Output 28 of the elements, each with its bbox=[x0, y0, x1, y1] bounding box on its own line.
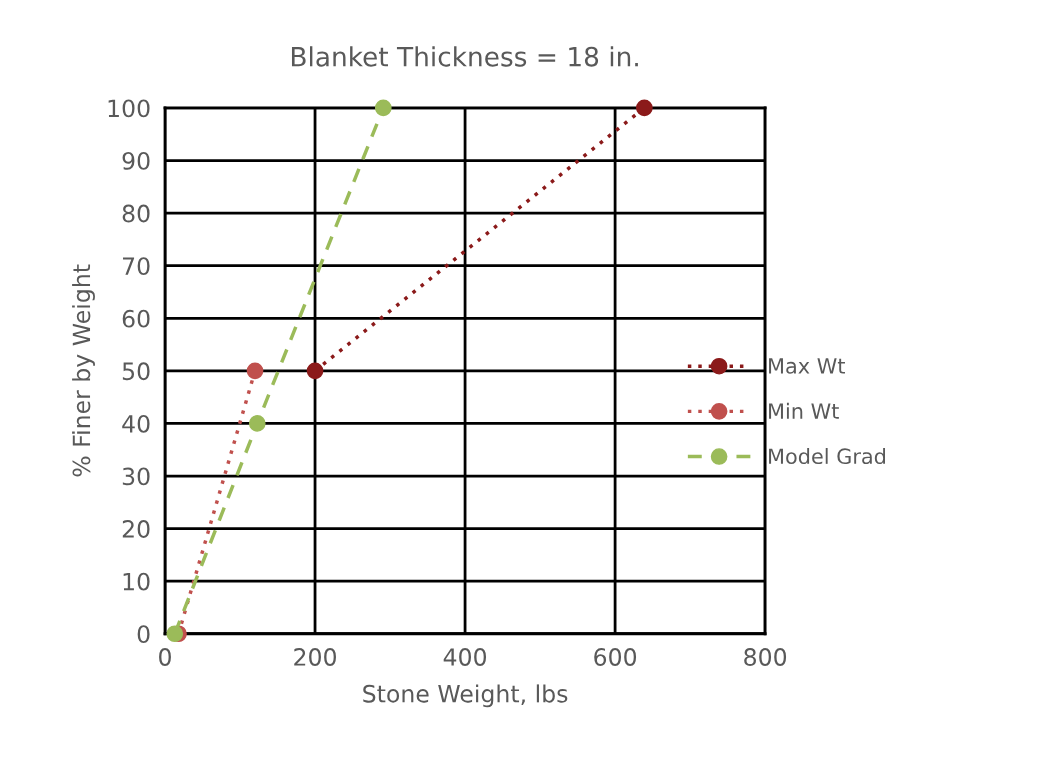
x-tick-label: 400 bbox=[443, 648, 487, 666]
legend-label: Min Wt bbox=[769, 402, 839, 419]
point bbox=[636, 99, 653, 117]
x-tick-label: 600 bbox=[594, 648, 637, 666]
y-tick-label: 20 bbox=[122, 520, 150, 538]
y-axis-title: % Finer by Weight bbox=[72, 264, 95, 477]
point bbox=[246, 362, 264, 380]
y-tick-label: 30 bbox=[122, 467, 150, 486]
y-tick-label: 40 bbox=[122, 414, 150, 433]
chart-title: Blanket Thickness = 18 in. bbox=[291, 46, 638, 67]
x-tick-label: 200 bbox=[294, 648, 336, 666]
legend-label: Max Wt bbox=[769, 358, 845, 374]
y-tick-label: 0 bbox=[137, 625, 150, 644]
point bbox=[166, 625, 184, 643]
x-axis-title: Stone Weight, lbs bbox=[363, 684, 568, 708]
y-tick-label: 90 bbox=[122, 151, 150, 170]
legend-label: Model Grad bbox=[769, 448, 886, 465]
y-tick-label: 60 bbox=[122, 309, 150, 328]
point bbox=[248, 415, 266, 432]
y-tick-label: 100 bbox=[108, 99, 150, 118]
y-tick-label: 70 bbox=[123, 257, 150, 275]
point bbox=[374, 99, 392, 117]
x-tick-label: 0 bbox=[159, 648, 171, 666]
x-tick-label: 800 bbox=[744, 648, 787, 666]
y-tick-label: 80 bbox=[122, 204, 150, 223]
y-tick-label: 50 bbox=[122, 362, 150, 381]
y-tick-label: 10 bbox=[123, 572, 150, 591]
point bbox=[306, 362, 324, 380]
